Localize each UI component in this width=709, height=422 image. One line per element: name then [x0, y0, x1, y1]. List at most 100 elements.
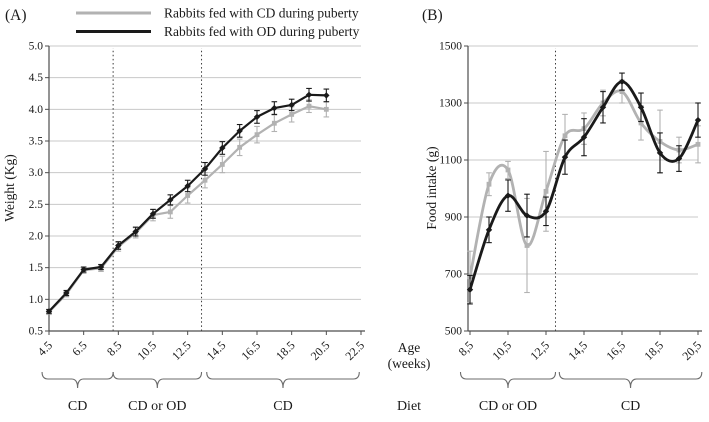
- x-tick-label: 10.5: [134, 338, 159, 363]
- cd-marker: [524, 243, 530, 248]
- od-marker: [184, 182, 191, 190]
- x-tick-label: 10,5: [489, 338, 514, 363]
- od-marker: [323, 92, 330, 99]
- cd-marker: [323, 106, 329, 112]
- x-tick-label: 12.5: [169, 338, 194, 363]
- od-marker: [167, 196, 174, 204]
- x-tick-label: 16.5: [238, 338, 263, 363]
- x-tick-label: 8,5: [456, 338, 477, 359]
- x-tick-label: 22.5: [342, 338, 367, 363]
- y-tick-label: 2.0: [29, 231, 44, 243]
- od-marker: [288, 101, 295, 109]
- y-tick-label: 1.0: [29, 294, 44, 306]
- diet-brace: [112, 371, 203, 389]
- cd-marker: [486, 181, 492, 187]
- y-tick-label: 500: [445, 326, 463, 338]
- cd-marker: [202, 177, 208, 183]
- age-axis-caption: Age: [398, 340, 421, 355]
- diet-brace-label: CD: [273, 399, 292, 414]
- od-marker: [63, 289, 70, 297]
- y-tick-label: 3.5: [29, 136, 44, 148]
- cd-marker: [254, 132, 260, 138]
- y-tick-label: 1500: [439, 41, 462, 53]
- od-marker: [45, 308, 53, 315]
- y-axis-title: Food intake (g): [424, 146, 439, 229]
- x-tick-label: 14.5: [204, 338, 229, 363]
- diet-brace: [41, 371, 114, 389]
- cd-marker: [185, 193, 191, 198]
- diet-brace: [206, 371, 360, 389]
- od-marker: [466, 286, 474, 293]
- od-marker: [656, 149, 664, 157]
- panel-b: 500 700 900 1100 1300 1500 8,5 10,5 12,5 14,5 16,5…: [424, 41, 704, 415]
- x-tick-label: 12,5: [527, 338, 552, 363]
- od-marker: [523, 212, 531, 219]
- od-marker: [115, 242, 122, 249]
- x-tick-label: 18.5: [273, 338, 298, 363]
- cd-series: [46, 99, 330, 316]
- weeks-axis-caption: (weeks): [388, 356, 431, 371]
- y-tick-label: 1300: [439, 98, 462, 110]
- od-marker: [485, 226, 493, 234]
- diet-axis-caption: Diet: [397, 399, 421, 414]
- cd-marker: [306, 103, 312, 109]
- y-tick-label: 4.5: [29, 72, 44, 84]
- y-axis-title: Weight (Kg): [2, 154, 17, 222]
- od-marker: [580, 134, 588, 141]
- cd-marker: [543, 188, 549, 194]
- legend-label: Rabbits fed with OD during puberty: [164, 24, 360, 39]
- od-marker: [618, 78, 626, 85]
- x-tick-label: 4.5: [35, 338, 56, 359]
- od-marker: [305, 91, 313, 98]
- diet-brace: [558, 371, 703, 389]
- x-tick-label: 14,5: [565, 338, 590, 363]
- cd-marker: [167, 209, 173, 215]
- x-tick-label: 18,5: [641, 338, 666, 363]
- x-tick-label: 16,5: [603, 338, 628, 363]
- od-marker: [271, 104, 278, 112]
- od-marker: [253, 113, 261, 121]
- panel-b-letter: (B): [422, 7, 443, 24]
- od-marker: [219, 144, 226, 152]
- cd-marker: [271, 120, 277, 126]
- od-marker: [637, 104, 645, 111]
- diet-brace-label: CD or OD: [479, 399, 537, 414]
- od-marker: [80, 266, 87, 273]
- od-marker: [149, 210, 157, 218]
- cd-series: [467, 79, 701, 304]
- od-marker: [201, 165, 209, 173]
- y-tick-label: 3.0: [29, 167, 44, 179]
- od-marker: [504, 192, 512, 199]
- od-series: [45, 87, 330, 315]
- y-tick-label: 2.5: [29, 199, 44, 211]
- od-marker: [694, 116, 702, 124]
- cd-marker: [289, 112, 295, 117]
- y-tick-label: 1.5: [29, 262, 44, 274]
- cd-marker: [505, 167, 511, 173]
- cd-marker: [638, 120, 644, 126]
- x-tick-label: 6.5: [69, 338, 90, 359]
- y-tick-label: 900: [445, 212, 463, 224]
- x-tick-label: 8.5: [104, 338, 125, 359]
- y-tick-label: 0.5: [29, 326, 44, 338]
- y-tick-label: 5.0: [29, 41, 44, 53]
- cd-line: [47, 105, 328, 314]
- diet-brace-label: CD: [621, 399, 640, 414]
- cd-marker: [237, 144, 243, 150]
- od-marker: [675, 155, 683, 162]
- od-marker: [542, 208, 550, 215]
- cd-marker: [562, 133, 568, 139]
- diet-brace-label: CD or OD: [128, 399, 186, 414]
- cd-marker: [695, 141, 701, 147]
- od-marker: [132, 228, 139, 235]
- panel-a-letter: (A): [5, 7, 27, 24]
- y-tick-label: 4.0: [29, 104, 44, 116]
- y-tick-label: 1100: [439, 155, 462, 167]
- diet-brace-label: CD: [68, 399, 87, 414]
- panel-a: 0.5 1.0 1.5 2.0 2.5 3.0 3.5 4.0 4.5 5.0 4.5 6.5 8.5 1…: [2, 41, 367, 415]
- od-marker: [561, 153, 569, 161]
- cd-marker: [219, 162, 225, 167]
- legend-label: Rabbits fed with CD during puberty: [164, 6, 359, 21]
- diet-brace: [459, 371, 557, 389]
